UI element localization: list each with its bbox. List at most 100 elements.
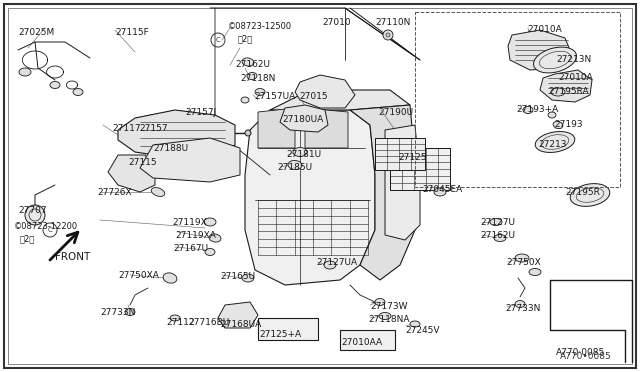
Text: 27726X: 27726X xyxy=(97,188,132,197)
Text: 27165U: 27165U xyxy=(220,272,255,281)
Ellipse shape xyxy=(434,188,446,196)
Polygon shape xyxy=(350,105,415,280)
Ellipse shape xyxy=(242,58,254,66)
Circle shape xyxy=(383,30,393,40)
Text: 27157: 27157 xyxy=(139,124,168,133)
Text: 27750XA: 27750XA xyxy=(118,271,159,280)
Ellipse shape xyxy=(551,88,565,96)
Polygon shape xyxy=(108,155,155,192)
Text: 27115F: 27115F xyxy=(115,28,148,37)
Text: 27115: 27115 xyxy=(128,158,157,167)
Ellipse shape xyxy=(553,121,563,129)
Ellipse shape xyxy=(73,89,83,96)
Text: 27733N: 27733N xyxy=(505,304,540,313)
Text: C: C xyxy=(47,227,52,233)
Text: 27716BU: 27716BU xyxy=(188,318,229,327)
Text: 27010AA: 27010AA xyxy=(341,338,382,347)
Text: 。2〃: 。2〃 xyxy=(238,34,253,43)
Ellipse shape xyxy=(163,273,177,283)
Text: C: C xyxy=(216,37,220,43)
Text: 27119XA: 27119XA xyxy=(175,231,216,240)
Bar xyxy=(340,330,395,350)
Text: 27125+A: 27125+A xyxy=(259,330,301,339)
Text: ©08723-12500: ©08723-12500 xyxy=(228,22,292,31)
Ellipse shape xyxy=(324,261,336,269)
Polygon shape xyxy=(118,110,235,158)
Polygon shape xyxy=(258,108,295,148)
Polygon shape xyxy=(508,30,572,70)
Polygon shape xyxy=(218,302,258,328)
Text: 27245V: 27245V xyxy=(405,326,440,335)
Text: 27180UA: 27180UA xyxy=(282,115,323,124)
Ellipse shape xyxy=(170,315,180,321)
Ellipse shape xyxy=(19,68,31,76)
Ellipse shape xyxy=(151,187,164,196)
Ellipse shape xyxy=(255,89,265,96)
Text: 27707: 27707 xyxy=(18,206,47,215)
Polygon shape xyxy=(280,105,328,132)
Text: 27110N: 27110N xyxy=(375,18,410,27)
Ellipse shape xyxy=(209,234,221,242)
Ellipse shape xyxy=(241,97,249,103)
Ellipse shape xyxy=(515,301,525,308)
Ellipse shape xyxy=(50,81,60,89)
Text: 27119X: 27119X xyxy=(172,218,207,227)
Text: 27010A: 27010A xyxy=(527,25,562,34)
Ellipse shape xyxy=(490,218,502,225)
Text: A770•0085: A770•0085 xyxy=(560,352,612,361)
Text: 27118N: 27118N xyxy=(240,74,275,83)
Ellipse shape xyxy=(410,321,420,327)
Text: A770·0085: A770·0085 xyxy=(556,348,605,357)
Ellipse shape xyxy=(534,47,577,73)
Text: 27045EA: 27045EA xyxy=(422,185,462,194)
Text: 27195R: 27195R xyxy=(565,188,600,197)
Circle shape xyxy=(386,33,390,37)
Text: 27185U: 27185U xyxy=(277,163,312,172)
Ellipse shape xyxy=(523,106,533,113)
Bar xyxy=(258,318,318,340)
Ellipse shape xyxy=(288,160,302,170)
Text: 27173W: 27173W xyxy=(370,302,408,311)
Ellipse shape xyxy=(494,234,506,241)
Text: 27733N: 27733N xyxy=(100,308,136,317)
Text: 27195RA: 27195RA xyxy=(548,87,589,96)
Text: 27112: 27112 xyxy=(166,318,195,327)
Polygon shape xyxy=(245,110,375,285)
Text: 27125: 27125 xyxy=(398,153,426,162)
Circle shape xyxy=(25,205,45,225)
Polygon shape xyxy=(385,125,420,240)
Text: 27193+A: 27193+A xyxy=(516,105,558,114)
Ellipse shape xyxy=(247,73,257,80)
Text: 27168UA: 27168UA xyxy=(220,320,261,329)
Bar xyxy=(390,148,450,190)
Text: 27213N: 27213N xyxy=(556,55,591,64)
Text: 27193: 27193 xyxy=(554,120,582,129)
Ellipse shape xyxy=(529,269,541,276)
Text: 27025M: 27025M xyxy=(18,28,54,37)
Text: ©08723-12200: ©08723-12200 xyxy=(14,222,78,231)
Text: 。2〃: 。2〃 xyxy=(20,234,35,243)
Ellipse shape xyxy=(204,218,216,226)
Circle shape xyxy=(245,130,251,136)
Bar xyxy=(415,12,620,187)
Polygon shape xyxy=(295,75,355,108)
Ellipse shape xyxy=(242,274,254,282)
Polygon shape xyxy=(305,108,348,148)
Text: 27213: 27213 xyxy=(538,140,566,149)
Ellipse shape xyxy=(205,248,215,256)
Text: 27127UA: 27127UA xyxy=(316,258,357,267)
Text: 27157J: 27157J xyxy=(185,108,216,117)
Text: 27162U: 27162U xyxy=(235,60,270,69)
Text: 27117: 27117 xyxy=(112,124,141,133)
Text: 27162U: 27162U xyxy=(480,231,515,240)
Text: 27190U: 27190U xyxy=(378,108,413,117)
Polygon shape xyxy=(540,70,592,102)
Bar xyxy=(375,138,425,170)
Text: 27010A: 27010A xyxy=(558,73,593,82)
Ellipse shape xyxy=(379,312,391,320)
Text: 27010: 27010 xyxy=(322,18,351,27)
Text: 27181U: 27181U xyxy=(286,150,321,159)
Polygon shape xyxy=(270,90,410,110)
Ellipse shape xyxy=(570,184,610,206)
Text: 27157UA: 27157UA xyxy=(254,92,295,101)
